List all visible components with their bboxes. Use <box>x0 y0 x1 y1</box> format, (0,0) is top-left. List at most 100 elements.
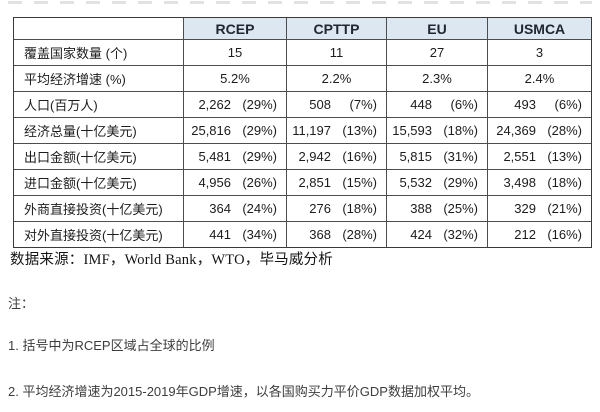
table-row: 对外直接投资(十亿美元) 441 (34%) 368 (28%) 424 (32%) … <box>14 221 591 247</box>
cell-value: 276 (18%) <box>286 196 386 221</box>
share-text: (25%) <box>443 201 478 216</box>
cell-value: 2,851 (15%) <box>286 170 386 195</box>
share-text: (7%) <box>349 97 377 112</box>
cell-value: 27 <box>386 40 487 65</box>
share-text: (16%) <box>342 149 377 164</box>
share-text: (13%) <box>342 123 377 138</box>
share-text: (28%) <box>342 227 377 242</box>
share-text: (31%) <box>443 149 478 164</box>
value-text: 276 <box>309 201 331 216</box>
header-cell-cpttp: CPTTP <box>286 18 386 39</box>
value-text: 364 <box>209 201 231 216</box>
cell-value: 329 (21%) <box>487 196 591 221</box>
share-text: (16%) <box>547 227 582 242</box>
share-text: (18%) <box>547 175 582 190</box>
value-text: 11,197 <box>292 123 331 138</box>
value-text: 508 <box>309 97 331 112</box>
header-cell-empty <box>14 18 183 39</box>
table-row: 经济总量(十亿美元) 25,816 (29%) 11,197 (13%) 15,59… <box>14 117 591 143</box>
notes-heading: 注： <box>8 296 35 311</box>
value-text: 441 <box>209 227 231 242</box>
value-text: 25,816 <box>191 123 231 138</box>
cell-value: 24,369 (28%) <box>487 118 591 143</box>
data-source-line: 数据来源：IMF，World Bank，WTO，毕马威分析 <box>10 252 333 268</box>
share-text: (26%) <box>242 175 277 190</box>
share-text: (29%) <box>443 175 478 190</box>
share-text: (32%) <box>443 227 478 242</box>
table-row: 外商直接投资(十亿美元) 364 (24%) 276 (18%) 388 (25%) … <box>14 195 591 221</box>
cell-value: 441 (34%) <box>183 222 286 247</box>
value-text: 5,481 <box>198 149 231 164</box>
value-text: 5,815 <box>399 149 432 164</box>
note-item-2: 2. 平均经济增速为2015-2019年GDP增速，以各国购买力平价GDP数据加… <box>8 384 479 399</box>
cell-value: 11,197 (13%) <box>286 118 386 143</box>
share-text: (21%) <box>547 201 582 216</box>
row-label: 对外直接投资(十亿美元) <box>24 228 163 243</box>
value-text: 5.2% <box>220 71 250 86</box>
row-label: 出口金额(十亿美元) <box>24 150 137 165</box>
value-text: 15,593 <box>392 123 432 138</box>
value-text: 2.2% <box>321 71 352 86</box>
row-label: 覆盖国家数量 (个) <box>24 46 128 61</box>
value-text: 448 <box>410 97 432 112</box>
row-label: 平均经济增速 (%) <box>24 72 126 87</box>
value-text: 5,532 <box>399 175 432 190</box>
value-text: 15 <box>227 45 243 60</box>
cell-value: 2.3% <box>386 66 487 91</box>
value-text: 212 <box>514 227 536 242</box>
row-label: 进口金额(十亿美元) <box>24 176 137 191</box>
header-cell-usmca: USMCA <box>487 18 591 39</box>
cell-value: 2.4% <box>487 66 591 91</box>
share-text: (6%) <box>450 97 478 112</box>
header-cell-rcep: RCEP <box>183 18 286 39</box>
share-text: (29%) <box>242 97 277 112</box>
value-text: 3 <box>535 45 544 60</box>
share-text: (6%) <box>554 97 582 112</box>
cell-value: 212 (16%) <box>487 222 591 247</box>
cell-value: 4,956 (26%) <box>183 170 286 195</box>
table-row: 人口(百万人) 2,262 (29%) 508 (7%) 448 (6%) 493 (6… <box>14 91 591 117</box>
value-text: 424 <box>410 227 432 242</box>
value-text: 2,851 <box>298 175 331 190</box>
cell-value: 15 <box>183 40 286 65</box>
value-text: 368 <box>309 227 331 242</box>
table-row: 出口金额(十亿美元) 5,481 (29%) 2,942 (16%) 5,815 (3… <box>14 143 591 169</box>
value-text: 2.4% <box>524 71 555 86</box>
cropped-text-artifact <box>8 1 592 4</box>
share-text: (29%) <box>242 149 277 164</box>
share-text: (18%) <box>342 201 377 216</box>
cell-value: 2,942 (16%) <box>286 144 386 169</box>
share-text: (34%) <box>242 227 277 242</box>
share-text: (13%) <box>547 149 582 164</box>
trade-bloc-comparison-table: RCEP CPTTP EU USMCA 覆盖国家数量 (个) 15 11 27 … <box>13 17 592 248</box>
cell-value: 5,481 (29%) <box>183 144 286 169</box>
table-header-row: RCEP CPTTP EU USMCA <box>14 18 591 39</box>
value-text: 2.3% <box>422 71 452 86</box>
cell-value: 388 (25%) <box>386 196 487 221</box>
share-text: (24%) <box>242 201 277 216</box>
value-text: 2,942 <box>298 149 331 164</box>
cell-value: 15,593 (18%) <box>386 118 487 143</box>
note-item-1: 1. 括号中为RCEP区域占全球的比例 <box>8 338 215 353</box>
value-text: 493 <box>514 97 536 112</box>
cell-value: 364 (24%) <box>183 196 286 221</box>
row-label: 经济总量(十亿美元) <box>24 124 137 139</box>
cell-value: 25,816 (29%) <box>183 118 286 143</box>
share-text: (28%) <box>547 123 582 138</box>
share-text: (15%) <box>342 175 377 190</box>
cell-value: 5.2% <box>183 66 286 91</box>
cell-value: 493 (6%) <box>487 92 591 117</box>
table-row: 覆盖国家数量 (个) 15 11 27 3 <box>14 39 591 65</box>
value-text: 11 <box>329 45 344 60</box>
value-text: 27 <box>429 45 445 60</box>
table-row: 进口金额(十亿美元) 4,956 (26%) 2,851 (15%) 5,532 (2… <box>14 169 591 195</box>
value-text: 329 <box>514 201 536 216</box>
cell-value: 2,551 (13%) <box>487 144 591 169</box>
cell-value: 5,815 (31%) <box>386 144 487 169</box>
value-text: 3,498 <box>503 175 536 190</box>
cell-value: 11 <box>286 40 386 65</box>
value-text: 24,369 <box>496 123 536 138</box>
value-text: 2,262 <box>198 97 231 112</box>
cell-value: 448 (6%) <box>386 92 487 117</box>
